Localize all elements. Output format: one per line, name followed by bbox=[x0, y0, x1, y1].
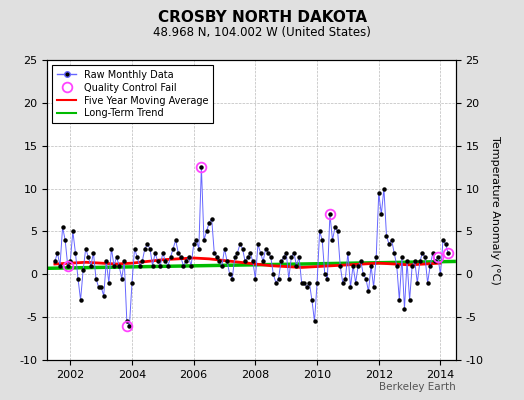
Legend: Raw Monthly Data, Quality Control Fail, Five Year Moving Average, Long-Term Tren: Raw Monthly Data, Quality Control Fail, … bbox=[52, 65, 213, 123]
Y-axis label: Temperature Anomaly (°C): Temperature Anomaly (°C) bbox=[490, 136, 500, 284]
Text: 48.968 N, 104.002 W (United States): 48.968 N, 104.002 W (United States) bbox=[153, 26, 371, 39]
Text: CROSBY NORTH DAKOTA: CROSBY NORTH DAKOTA bbox=[158, 10, 366, 25]
Text: Berkeley Earth: Berkeley Earth bbox=[379, 382, 456, 392]
